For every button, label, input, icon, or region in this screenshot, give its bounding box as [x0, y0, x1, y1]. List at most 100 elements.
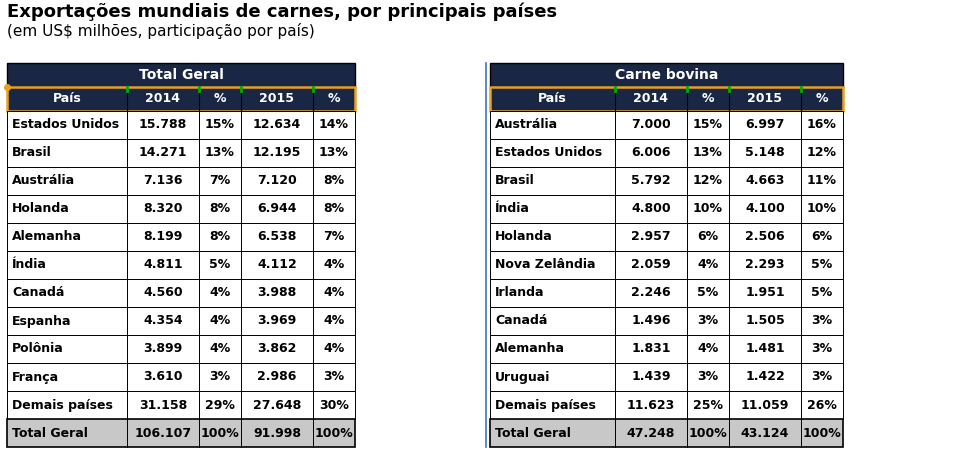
Text: Austrália: Austrália — [495, 119, 558, 131]
Bar — [7, 419, 355, 447]
Text: 4%: 4% — [323, 315, 345, 327]
Text: 1.481: 1.481 — [746, 342, 785, 356]
Text: %: % — [701, 93, 714, 105]
Text: 15.788: 15.788 — [139, 119, 188, 131]
Bar — [7, 279, 355, 307]
Text: 31.158: 31.158 — [139, 398, 188, 412]
Text: 3%: 3% — [812, 342, 833, 356]
Text: 6%: 6% — [698, 230, 719, 244]
Text: 100%: 100% — [689, 427, 727, 439]
Text: 8.199: 8.199 — [144, 230, 183, 244]
Bar — [490, 363, 843, 391]
Text: 4.100: 4.100 — [746, 202, 785, 216]
Text: 11.059: 11.059 — [741, 398, 790, 412]
Text: 106.107: 106.107 — [134, 427, 191, 439]
Text: Canadá: Canadá — [495, 315, 547, 327]
Text: 6.997: 6.997 — [746, 119, 785, 131]
Text: 4%: 4% — [323, 342, 345, 356]
Text: Nova Zelândia: Nova Zelândia — [495, 259, 595, 272]
Text: 29%: 29% — [205, 398, 234, 412]
Text: 6.538: 6.538 — [257, 230, 297, 244]
Text: Alemanha: Alemanha — [12, 230, 82, 244]
Text: 47.248: 47.248 — [627, 427, 676, 439]
Text: 15%: 15% — [693, 119, 723, 131]
Bar — [7, 223, 355, 251]
Text: 4.354: 4.354 — [144, 315, 183, 327]
Text: 12.195: 12.195 — [253, 147, 301, 159]
Text: Total Geral: Total Geral — [495, 427, 571, 439]
Text: 4%: 4% — [210, 315, 231, 327]
Text: 7%: 7% — [210, 175, 231, 187]
Text: 3%: 3% — [812, 370, 833, 384]
Bar — [490, 167, 843, 195]
Text: Brasil: Brasil — [12, 147, 52, 159]
Text: 13%: 13% — [693, 147, 723, 159]
Text: 6.944: 6.944 — [257, 202, 297, 216]
Text: 2015: 2015 — [259, 93, 295, 105]
Text: 4.800: 4.800 — [632, 202, 671, 216]
Text: 2.059: 2.059 — [632, 259, 671, 272]
Text: Estados Unidos: Estados Unidos — [12, 119, 119, 131]
Text: País: País — [538, 93, 567, 105]
Bar — [490, 139, 843, 167]
Text: 4%: 4% — [323, 287, 345, 299]
Text: 11%: 11% — [807, 175, 837, 187]
Bar — [490, 251, 843, 279]
Text: Austrália: Austrália — [12, 175, 76, 187]
Text: 27.648: 27.648 — [253, 398, 301, 412]
Text: 4%: 4% — [698, 342, 719, 356]
Text: 2.246: 2.246 — [632, 287, 671, 299]
Text: 11.623: 11.623 — [627, 398, 675, 412]
Text: 1.439: 1.439 — [632, 370, 671, 384]
Text: Espanha: Espanha — [12, 315, 72, 327]
Text: Uruguai: Uruguai — [495, 370, 550, 384]
Bar — [7, 363, 355, 391]
Bar — [490, 87, 843, 111]
Text: Holanda: Holanda — [12, 202, 70, 216]
Text: 3.862: 3.862 — [257, 342, 297, 356]
Text: 13%: 13% — [205, 147, 234, 159]
Text: 4.811: 4.811 — [144, 259, 183, 272]
Text: Total Geral: Total Geral — [139, 68, 223, 82]
Text: 7.120: 7.120 — [257, 175, 297, 187]
Text: Irlanda: Irlanda — [495, 287, 545, 299]
Bar — [7, 167, 355, 195]
Text: Canadá: Canadá — [12, 287, 64, 299]
Text: 3.899: 3.899 — [144, 342, 183, 356]
Text: Alemanha: Alemanha — [495, 342, 565, 356]
Text: 13%: 13% — [319, 147, 349, 159]
Text: 4.112: 4.112 — [257, 259, 297, 272]
Text: 3%: 3% — [323, 370, 345, 384]
Text: 3%: 3% — [698, 370, 719, 384]
Text: 4.663: 4.663 — [746, 175, 785, 187]
Bar — [7, 139, 355, 167]
Text: 8%: 8% — [210, 202, 231, 216]
Text: 10%: 10% — [693, 202, 723, 216]
Bar — [490, 335, 843, 363]
Text: Total Geral: Total Geral — [12, 427, 88, 439]
Bar — [490, 419, 843, 447]
Text: 12%: 12% — [807, 147, 837, 159]
Text: 8.320: 8.320 — [144, 202, 183, 216]
Text: 14%: 14% — [319, 119, 349, 131]
Text: 6.006: 6.006 — [632, 147, 671, 159]
Bar — [490, 223, 843, 251]
Text: Demais países: Demais países — [495, 398, 596, 412]
Text: 4.560: 4.560 — [144, 287, 183, 299]
Text: Holanda: Holanda — [495, 230, 553, 244]
Text: 3.988: 3.988 — [257, 287, 297, 299]
Text: 1.496: 1.496 — [632, 315, 671, 327]
Bar — [7, 307, 355, 335]
Text: 8%: 8% — [323, 175, 345, 187]
Text: 3.610: 3.610 — [144, 370, 183, 384]
Text: 4%: 4% — [323, 259, 345, 272]
Text: 2014: 2014 — [634, 93, 669, 105]
Text: 7.136: 7.136 — [144, 175, 183, 187]
Text: Polônia: Polônia — [12, 342, 64, 356]
Bar — [7, 111, 355, 139]
Text: 3%: 3% — [698, 315, 719, 327]
Text: 4%: 4% — [698, 259, 719, 272]
Bar — [7, 63, 355, 87]
Text: 12.634: 12.634 — [253, 119, 301, 131]
Text: País: País — [53, 93, 81, 105]
